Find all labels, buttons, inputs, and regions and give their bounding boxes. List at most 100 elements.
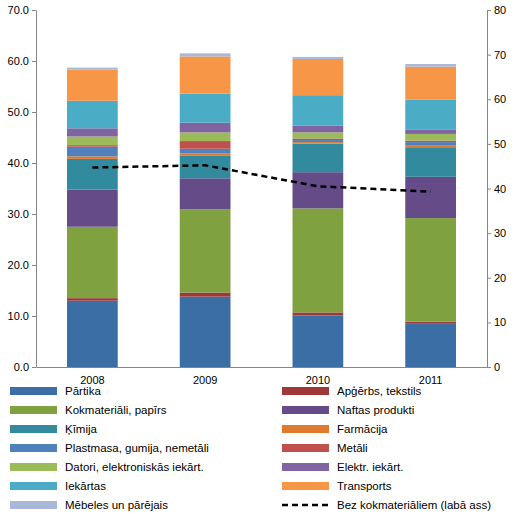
bar-series [67, 208, 456, 321]
legend-label: Apģērbs, tekstils [337, 385, 422, 397]
legend-item: Naftas produkti [282, 404, 414, 416]
bar [405, 130, 456, 134]
bar [405, 100, 456, 130]
legend-swatch [282, 504, 329, 507]
bar [67, 145, 118, 147]
legend-swatch [10, 387, 57, 395]
tick-mark [487, 55, 491, 56]
bar [293, 132, 344, 138]
tick-label: 50.0 [8, 106, 29, 118]
legend: Pārtika Apģērbs, tekstils Kokmateriāli, pa… [10, 385, 491, 511]
bar [180, 56, 231, 93]
bar [293, 139, 344, 141]
tick-label: 60 [494, 93, 506, 105]
tick-label: 40.0 [8, 157, 29, 169]
tick: 60 [487, 93, 506, 105]
tick: 20.0 [8, 259, 36, 271]
bar [293, 312, 344, 315]
tick: 0.0 [14, 361, 36, 373]
legend-label: Bez kokmateriāliem (labā ass) [337, 499, 491, 511]
legend-item: Kokmateriāli, papīrs [10, 404, 167, 416]
legend-label: Mēbeles un pārējais [65, 499, 168, 511]
legend-item: Ķīmija [10, 423, 98, 435]
tick-label: 30 [494, 227, 506, 239]
tick-label: 0 [494, 361, 500, 373]
legend-swatch [282, 482, 329, 490]
legend-item: Transports [282, 480, 392, 492]
bar [67, 301, 118, 367]
tick-label: 0.0 [14, 361, 29, 373]
legend-label: Elektr. iekārt. [337, 461, 403, 473]
legend-swatch [10, 406, 57, 414]
bar [293, 95, 344, 126]
legend-label: Pārtika [65, 385, 101, 397]
bar [180, 153, 231, 156]
bar [180, 297, 231, 367]
bar [293, 59, 344, 95]
legend-label: Ķīmija [65, 423, 98, 435]
tick: 70.0 [8, 4, 36, 16]
legend-swatch [10, 444, 57, 452]
bar [293, 142, 344, 144]
bar [405, 323, 456, 367]
tick: 30.0 [8, 208, 36, 220]
bar [180, 94, 231, 123]
legend-label: Farmācija [337, 423, 388, 435]
bar-series [67, 142, 456, 159]
bar [180, 141, 231, 149]
bar [67, 190, 118, 227]
bar-series [67, 293, 456, 324]
tick-label: 20.0 [8, 259, 29, 271]
bar [67, 101, 118, 129]
y2-axis: 01020304050607080 [487, 4, 506, 373]
tick: 40.0 [8, 157, 36, 169]
legend-swatch [282, 463, 329, 471]
bar [180, 123, 231, 133]
bar [293, 57, 344, 59]
bar [180, 149, 231, 154]
line [92, 165, 430, 191]
bar-series [67, 56, 456, 100]
legend-item: Bez kokmateriāliem (labā ass) [282, 499, 491, 511]
tick-mark [487, 322, 491, 323]
bar [405, 142, 456, 146]
tick-label: 10 [494, 316, 506, 328]
bar-series [67, 94, 456, 130]
tick-mark [32, 265, 36, 266]
tick: 0 [487, 361, 500, 373]
bar [67, 147, 118, 157]
tick-mark [32, 61, 36, 62]
legend-item: Mēbeles un pārējais [10, 499, 168, 511]
tick-label: 70.0 [8, 4, 29, 16]
tick: 30 [487, 227, 506, 239]
bar [405, 134, 456, 141]
legend-swatch [282, 406, 329, 414]
legend-item: Plastmasa, gumija, nemetāli [10, 442, 209, 454]
tick-label: 50 [494, 138, 506, 150]
bar-series [67, 140, 456, 156]
axis-line [36, 11, 37, 368]
legend-swatch [10, 463, 57, 471]
y-axis: 0.010.020.030.040.050.060.070.0 [8, 4, 37, 373]
bar [293, 140, 344, 142]
legend-swatch [10, 482, 57, 490]
legend-swatch [282, 425, 329, 433]
bar [405, 322, 456, 324]
bar [405, 64, 456, 67]
bar [405, 147, 456, 177]
tick-label: 10.0 [8, 310, 29, 322]
tick-label: 2009 [193, 374, 217, 386]
legend-item: Metāli [282, 442, 368, 454]
tick-mark [32, 214, 36, 215]
bar [180, 132, 231, 141]
tick: 10 [487, 316, 506, 328]
tick-mark [32, 316, 36, 317]
tick: 80 [487, 4, 506, 16]
tick-mark [487, 367, 491, 368]
tick-label: 2011 [419, 374, 443, 386]
bar [67, 227, 118, 298]
bar [405, 141, 456, 143]
bar-series [67, 172, 456, 227]
bar [67, 136, 118, 145]
tick: 50.0 [8, 106, 36, 118]
